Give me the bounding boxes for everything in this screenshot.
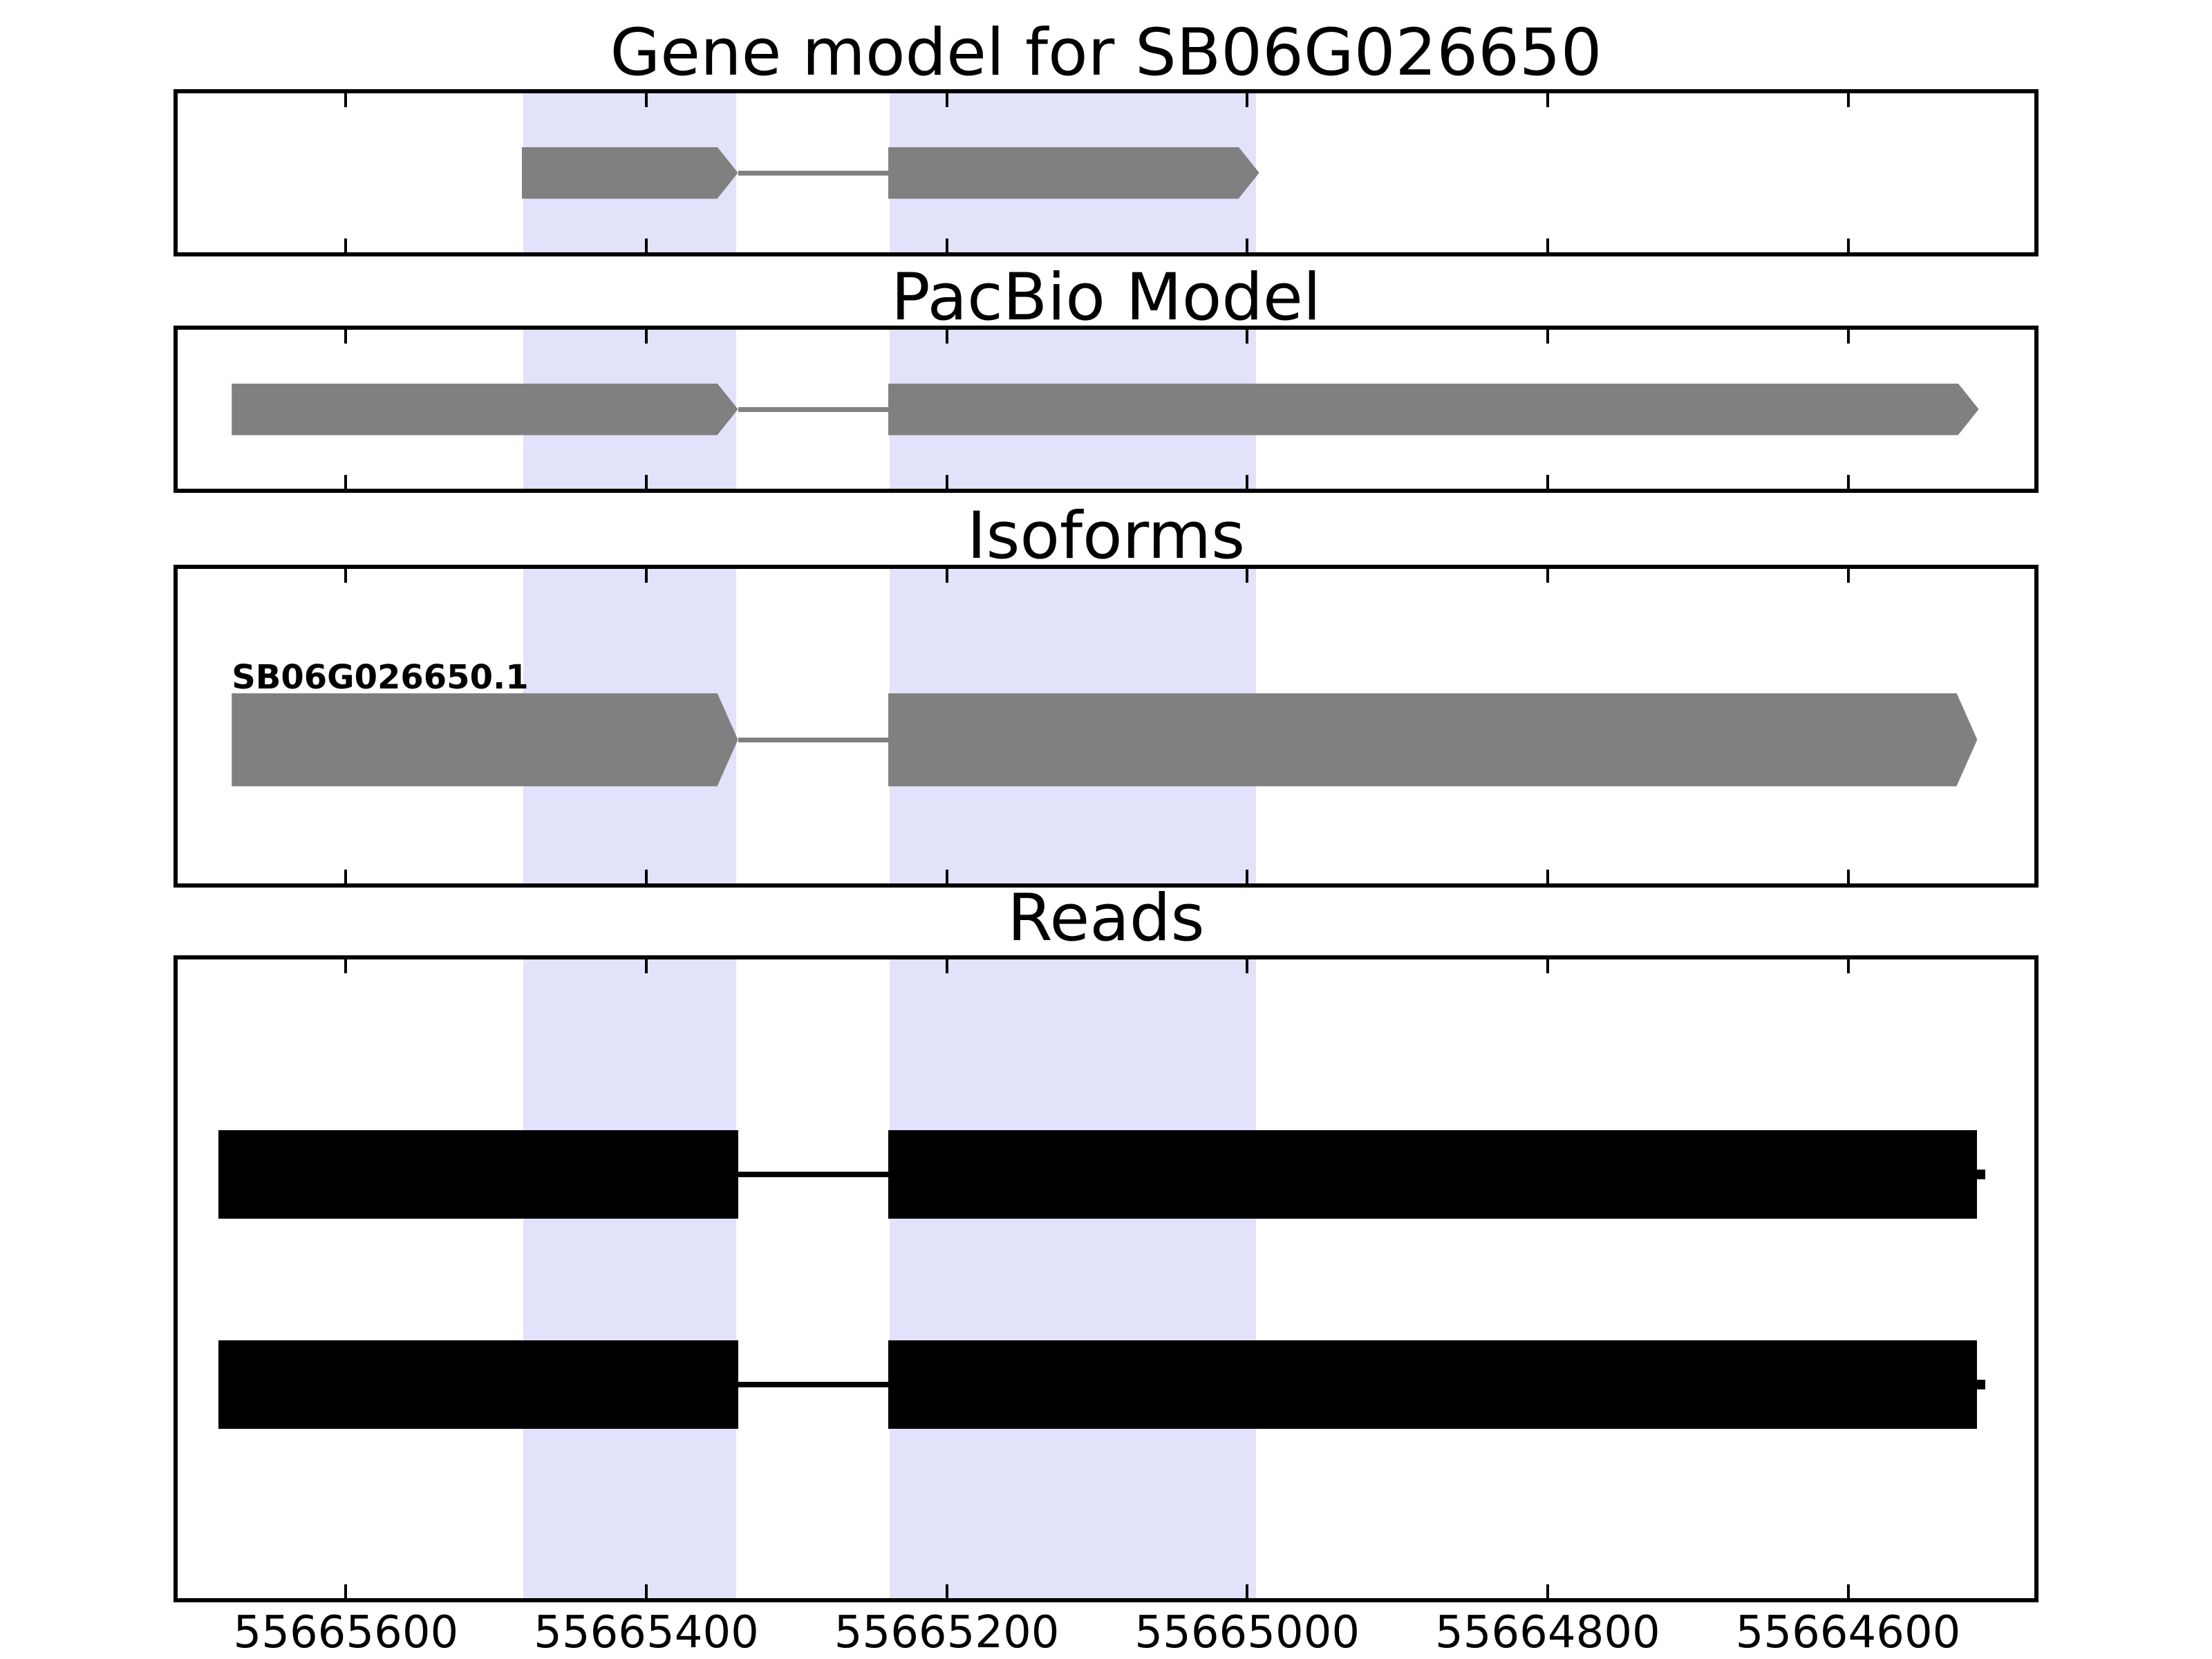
x-tick-label: 55664600 [1735, 1607, 1961, 1658]
title-pacbio-model: PacBio Model [891, 260, 1321, 335]
axis-tick [1546, 93, 1549, 107]
exon-arrow [232, 384, 738, 435]
axis-tick [1246, 1584, 1249, 1598]
axis-tick [945, 870, 948, 883]
read-junction-line [738, 1382, 888, 1387]
axis-tick [344, 870, 348, 883]
axis-tick [344, 569, 348, 583]
axis-tick [1546, 959, 1549, 973]
exon-arrow [888, 384, 1979, 435]
read-bar [888, 1130, 1978, 1219]
axis-tick [1246, 238, 1249, 252]
axis-tick [344, 330, 348, 344]
axis-tick [1546, 870, 1549, 883]
axis-tick [1546, 569, 1549, 583]
read-end-nub [1977, 1170, 1986, 1179]
axis-tick [344, 93, 348, 107]
axis-tick [1246, 330, 1249, 344]
axis-tick [1846, 569, 1850, 583]
axis-tick [1546, 330, 1549, 344]
axis-tick [645, 959, 648, 973]
axis-tick [645, 569, 648, 583]
axis-tick [945, 475, 948, 489]
axis-tick [645, 1584, 648, 1598]
title-gene-model: Gene model for SB06G026650 [610, 15, 1602, 91]
isoform-label: SB06G026650.1 [232, 657, 529, 697]
axis-tick [344, 1584, 348, 1598]
axis-tick [1846, 475, 1850, 489]
title-isoforms: Isoforms [966, 498, 1246, 574]
highlight-band [890, 959, 1257, 1598]
x-tick-label: 55665000 [1134, 1607, 1360, 1658]
axis-tick [344, 959, 348, 973]
exon-arrow [522, 147, 738, 199]
axis-tick [1246, 870, 1249, 883]
read-end-nub [1977, 1380, 1986, 1389]
axis-tick [945, 93, 948, 107]
read-bar [218, 1130, 738, 1219]
x-tick-label: 55665200 [834, 1607, 1060, 1658]
x-tick-label: 55665600 [233, 1607, 459, 1658]
axis-tick [1546, 475, 1549, 489]
axis-tick [1246, 959, 1249, 973]
axis-tick [1846, 959, 1850, 973]
axis-tick [1846, 238, 1850, 252]
axis-tick [945, 569, 948, 583]
axis-tick [344, 238, 348, 252]
read-bar [218, 1340, 738, 1429]
intron-line [738, 737, 888, 742]
read-junction-line [738, 1172, 888, 1177]
axis-tick [1246, 569, 1249, 583]
axis-tick [1546, 238, 1549, 252]
axis-tick [945, 1584, 948, 1598]
axis-tick [344, 475, 348, 489]
axis-tick [945, 330, 948, 344]
axis-tick [645, 238, 648, 252]
axis-tick [645, 870, 648, 883]
axis-tick [1246, 93, 1249, 107]
exon-arrow [232, 693, 738, 787]
highlight-band [523, 959, 737, 1598]
axis-tick [1846, 870, 1850, 883]
exon-arrow [888, 693, 1978, 787]
axis-tick [1546, 1584, 1549, 1598]
axis-tick [645, 93, 648, 107]
exon-arrow [888, 147, 1259, 199]
x-tick-label: 55665400 [534, 1607, 759, 1658]
axis-tick [645, 475, 648, 489]
x-tick-label: 55664800 [1435, 1607, 1660, 1658]
axis-tick [945, 238, 948, 252]
read-bar [888, 1340, 1978, 1429]
axis-tick [1846, 1584, 1850, 1598]
axis-tick [945, 959, 948, 973]
title-reads: Reads [1007, 881, 1205, 956]
axis-tick [645, 330, 648, 344]
intron-line [738, 170, 888, 176]
axis-tick [1846, 93, 1850, 107]
intron-line [738, 406, 888, 412]
axis-tick [1246, 475, 1249, 489]
axis-tick [1846, 330, 1850, 344]
